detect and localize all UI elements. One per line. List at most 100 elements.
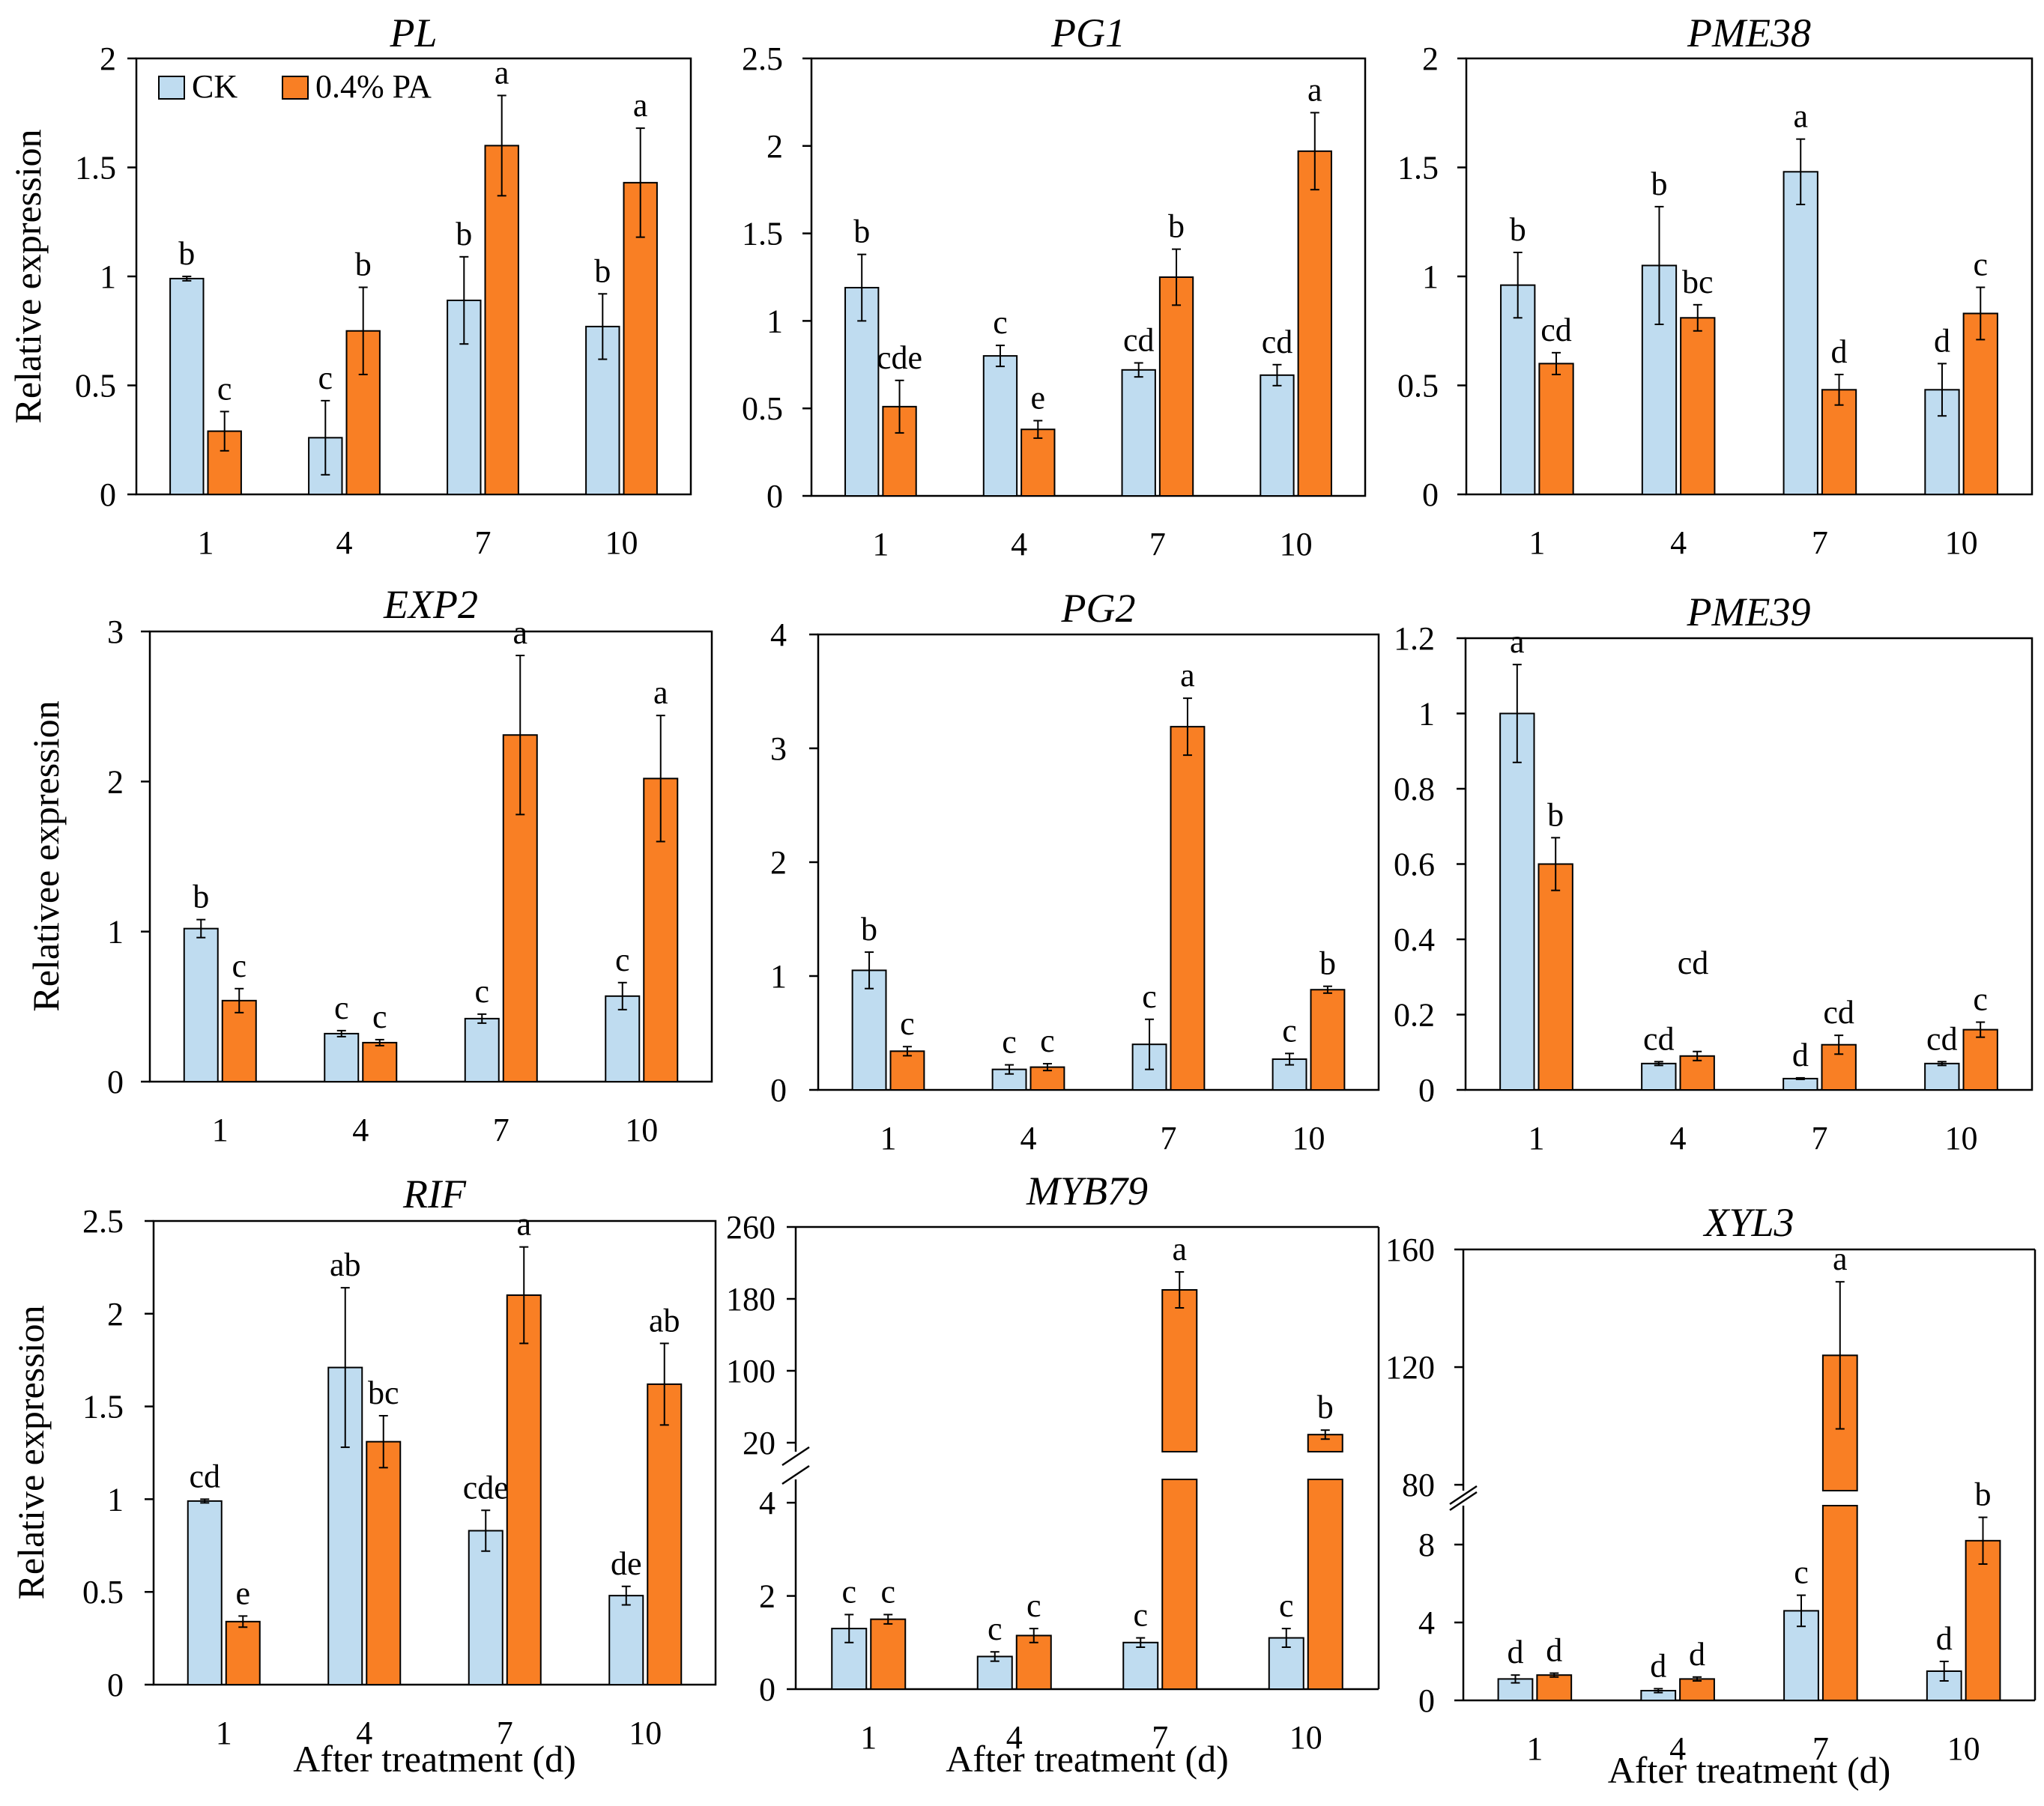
chart-title: RIF <box>402 1172 467 1216</box>
y-tick-label: 1 <box>770 958 787 995</box>
bar-ck <box>187 1500 223 1685</box>
bar-pa <box>1021 428 1056 497</box>
bar-ck <box>851 969 887 1091</box>
significance-label: c <box>1279 1587 1294 1624</box>
bar-ck <box>1783 171 1818 495</box>
bar-ck <box>1641 1062 1677 1091</box>
chart-title: PME39 <box>1687 590 1811 634</box>
significance-label: c <box>1282 1012 1297 1049</box>
x-axis-label: After treatment (d) <box>946 1738 1229 1780</box>
bar-pa <box>1015 1634 1052 1690</box>
plot-frame <box>148 630 713 1083</box>
y-tick-label: 1 <box>1418 696 1435 733</box>
bar-pa <box>1538 363 1574 495</box>
y-tick-label: 4 <box>770 616 787 653</box>
y-tick-label: 0 <box>766 478 783 515</box>
y-tick-label: 120 <box>1385 1349 1435 1386</box>
significance-label: a <box>1833 1240 1848 1277</box>
x-tick-label: 10 <box>1945 1120 1978 1157</box>
significance-label: a <box>653 674 668 711</box>
bar-pa <box>1965 1539 2001 1702</box>
y-tick-label: 0 <box>100 476 116 513</box>
x-tick-label: 1 <box>1529 1120 1545 1157</box>
y-tick-label: 3 <box>770 730 787 767</box>
x-tick-label: 4 <box>352 1112 369 1148</box>
significance-label: a <box>495 54 510 91</box>
bar-pa <box>1310 989 1346 1091</box>
x-tick-label: 1 <box>1526 1730 1543 1767</box>
x-axis-label: After treatment (d) <box>1608 1749 1891 1791</box>
y-tick-label: 260 <box>726 1209 775 1246</box>
chart-title: XYL3 <box>1702 1200 1794 1245</box>
y-tick-label: 0.6 <box>1394 846 1435 883</box>
y-tick-label: 0.5 <box>82 1574 124 1610</box>
axis-break-mark <box>781 1464 810 1485</box>
significance-label: de <box>611 1545 642 1582</box>
x-tick-label: 4 <box>1669 1730 1686 1767</box>
x-tick-label: 1 <box>880 1120 897 1157</box>
significance-label: b <box>594 252 611 289</box>
bar-pa <box>647 1383 683 1685</box>
bar-ck <box>831 1628 868 1690</box>
significance-label: c <box>1974 246 1989 283</box>
y-tick-label: 100 <box>726 1353 775 1390</box>
significance-label: c <box>232 948 247 984</box>
x-tick-label: 4 <box>1021 1120 1037 1157</box>
y-tick-label: 0 <box>107 1667 124 1703</box>
significance-label: cd <box>1262 324 1293 360</box>
bar-ck <box>1122 1641 1159 1691</box>
x-tick-label: 7 <box>1161 1120 1177 1157</box>
x-tick-label: 1 <box>212 1112 229 1148</box>
y-tick-label: 0 <box>107 1064 124 1100</box>
bar-ck <box>183 927 219 1083</box>
bar-ck <box>982 355 1018 497</box>
significance-label: d <box>1650 1647 1666 1684</box>
bar-ck <box>308 437 343 496</box>
x-tick-label: 7 <box>497 1715 513 1751</box>
x-tick-label: 4 <box>356 1715 372 1751</box>
significance-label: c <box>1142 978 1157 1015</box>
bar-pa <box>506 1294 542 1686</box>
y-tick-label: 2 <box>100 40 116 77</box>
x-tick-label: 4 <box>1670 524 1687 561</box>
bar-pa <box>1537 863 1573 1091</box>
x-tick-label: 4 <box>1011 526 1027 563</box>
significance-label: b <box>178 235 195 272</box>
significance-label: c <box>1794 1554 1809 1591</box>
significance-label: b <box>456 216 472 252</box>
significance-label: cd <box>1540 312 1572 348</box>
x-tick-label: 1 <box>216 1715 232 1751</box>
x-tick-label: 1 <box>1529 524 1545 561</box>
y-tick-label: 1 <box>766 303 783 339</box>
significance-label: cde <box>463 1469 509 1506</box>
x-tick-label: 7 <box>1812 1120 1828 1157</box>
y-axis-label: Relative expression <box>7 130 49 424</box>
x-tick-label: 10 <box>1289 1719 1322 1756</box>
significance-label: c <box>474 973 489 1010</box>
significance-label: a <box>1307 71 1322 108</box>
significance-label: a <box>516 1206 531 1243</box>
y-tick-label: 4 <box>1418 1605 1435 1641</box>
y-tick-label: 0.4 <box>1394 921 1435 958</box>
axis-break-mark <box>1449 1491 1478 1512</box>
significance-label: c <box>993 304 1008 341</box>
significance-label: b <box>355 246 372 283</box>
y-tick-label: 160 <box>1385 1231 1435 1268</box>
significance-label: d <box>1507 1634 1523 1670</box>
significance-label: c <box>318 360 333 396</box>
significance-label: bc <box>1682 264 1714 300</box>
bar-pa <box>225 1620 261 1685</box>
chart-title: PL <box>389 10 437 55</box>
y-tick-label: 1.5 <box>82 1389 124 1425</box>
legend-label-ck: CK <box>192 68 238 105</box>
x-axis-label: After treatment (d) <box>293 1738 576 1780</box>
significance-label: d <box>1934 322 1950 359</box>
bar-pa <box>1962 312 1998 495</box>
axis-break-mark <box>781 1446 810 1467</box>
significance-label: b <box>193 879 209 915</box>
significance-label: b <box>1317 1389 1334 1425</box>
y-tick-label: 2 <box>107 1296 124 1333</box>
bar-pa <box>221 999 257 1082</box>
y-tick-label: 0 <box>1422 476 1439 513</box>
chart-title: PG2 <box>1061 586 1136 631</box>
